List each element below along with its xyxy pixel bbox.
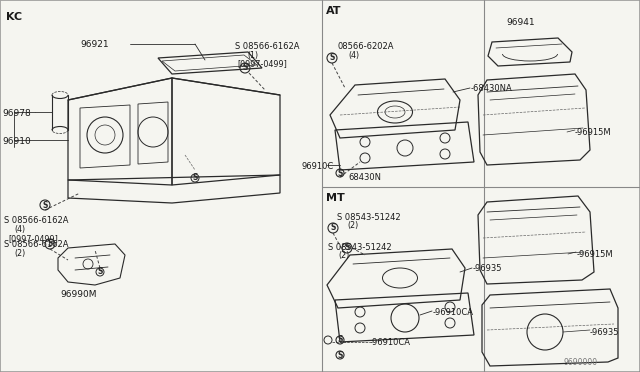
Text: S: S (243, 64, 248, 73)
Text: S: S (337, 350, 342, 359)
Text: S: S (330, 54, 335, 62)
Text: 96990M: 96990M (60, 290, 97, 299)
Text: 96921: 96921 (80, 40, 109, 49)
Text: [0997-0499]: [0997-0499] (8, 234, 58, 243)
Text: (2): (2) (14, 249, 25, 258)
Text: S: S (330, 224, 336, 232)
Text: (2): (2) (347, 221, 358, 230)
Text: S: S (337, 169, 342, 177)
Text: -96910CA: -96910CA (370, 338, 411, 347)
Text: S: S (344, 244, 349, 253)
Text: 96910: 96910 (2, 137, 31, 146)
Text: 68430N: 68430N (348, 173, 381, 182)
Text: (1): (1) (247, 51, 258, 60)
Text: S 08543-51242: S 08543-51242 (328, 243, 392, 252)
Text: KC: KC (6, 12, 22, 22)
Text: -96935: -96935 (590, 328, 620, 337)
Text: [0997-0499]: [0997-0499] (237, 59, 287, 68)
Text: -68430NA: -68430NA (471, 84, 513, 93)
Text: (4): (4) (14, 225, 25, 234)
Text: 96978: 96978 (2, 109, 31, 118)
Text: (2): (2) (338, 251, 349, 260)
Text: -96910CA: -96910CA (433, 308, 474, 317)
Text: -96915M: -96915M (575, 128, 612, 137)
Text: S: S (97, 267, 102, 276)
Text: 96910C: 96910C (302, 162, 334, 171)
Text: S: S (337, 336, 342, 344)
Text: S 08566-6162A: S 08566-6162A (4, 216, 68, 225)
Text: S: S (192, 173, 198, 183)
Text: S: S (47, 240, 52, 248)
Text: S: S (42, 201, 48, 209)
Text: S 08566-6162A: S 08566-6162A (235, 42, 300, 51)
Text: 08566-6202A: 08566-6202A (338, 42, 394, 51)
Text: S 08566-6162A: S 08566-6162A (4, 240, 68, 249)
Text: MT: MT (326, 193, 345, 203)
Text: -96935: -96935 (473, 264, 502, 273)
Text: S 08543-51242: S 08543-51242 (337, 213, 401, 222)
Text: -96915M: -96915M (577, 250, 614, 259)
Text: (4): (4) (348, 51, 359, 60)
Text: AT: AT (326, 6, 342, 16)
Text: 96941: 96941 (506, 18, 534, 27)
Text: 9690000: 9690000 (564, 358, 598, 367)
